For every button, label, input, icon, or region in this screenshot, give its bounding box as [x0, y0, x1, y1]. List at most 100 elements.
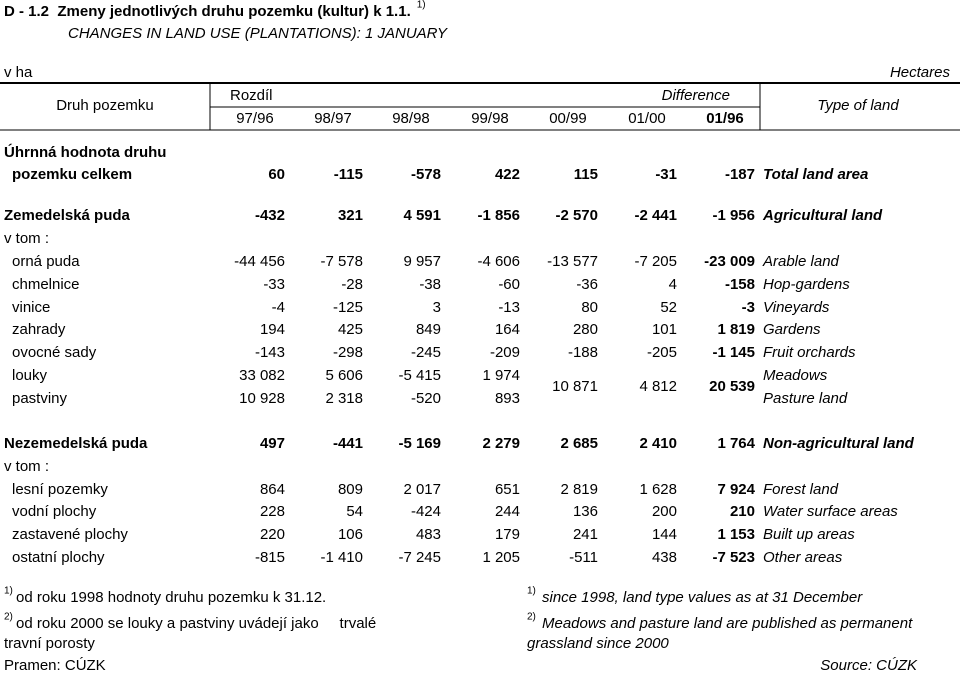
- period: 98/98: [392, 110, 430, 127]
- cell: -578: [411, 166, 441, 183]
- cell: 144: [652, 526, 677, 543]
- row-label: vodní plochy: [12, 503, 97, 520]
- cell: -143: [255, 344, 285, 361]
- row-label-en: Meadows: [763, 367, 828, 384]
- column-head: Druh pozemku: [56, 97, 154, 114]
- cell: 4 591: [403, 207, 441, 224]
- cell: 220: [260, 526, 285, 543]
- footnote-mark: 2): [527, 612, 536, 623]
- cell: -125: [333, 299, 363, 316]
- cell: 438: [652, 549, 677, 566]
- footnote: od roku 1998 hodnoty druhu pozemku k 31.…: [16, 589, 326, 606]
- cell: -38: [419, 276, 441, 293]
- cell: 1 205: [482, 549, 520, 566]
- cell: 52: [660, 299, 677, 316]
- cell: 809: [338, 481, 363, 498]
- cell: -2 441: [634, 207, 677, 224]
- cell: 115: [574, 166, 598, 183]
- cell: 228: [260, 503, 285, 520]
- cell: 2 017: [403, 481, 441, 498]
- footnote: Meadows and pasture land are published a…: [542, 615, 913, 632]
- row-label-en: Built up areas: [763, 526, 855, 543]
- cell: 1 628: [639, 481, 677, 498]
- cell: -5 415: [398, 367, 441, 384]
- row-label: pozemku celkem: [12, 166, 132, 183]
- column-head: Type of land: [817, 97, 899, 114]
- cell: -1 145: [712, 344, 755, 361]
- cell: -511: [569, 549, 598, 566]
- cell: -205: [647, 344, 677, 361]
- row-label-en: Non-agricultural land: [763, 435, 915, 452]
- column-head: Difference: [662, 87, 730, 104]
- cell: 425: [338, 321, 363, 338]
- row-label: pastviny: [12, 390, 68, 407]
- cell: -31: [655, 166, 677, 183]
- row-label: louky: [12, 367, 48, 384]
- source: Pramen: CÚZK: [4, 657, 106, 674]
- cell: 1 974: [482, 367, 520, 384]
- title-note: 1): [417, 0, 426, 11]
- cell: -298: [333, 344, 363, 361]
- row-label: lesní pozemky: [12, 481, 108, 498]
- cell: 2 685: [560, 435, 598, 452]
- row-label-en: Arable land: [762, 253, 840, 270]
- cell: -23 009: [704, 253, 755, 270]
- cell: 244: [495, 503, 520, 520]
- cell: 241: [573, 526, 598, 543]
- cell: 4 812: [639, 378, 677, 395]
- cell: 210: [730, 503, 755, 520]
- cell: 2 410: [639, 435, 677, 452]
- unit: Hectares: [890, 64, 951, 81]
- row-label-en: Forest land: [763, 481, 839, 498]
- row-label: zastavené plochy: [12, 526, 128, 543]
- cell: 136: [573, 503, 598, 520]
- title: D - 1.2 Zmeny jednotlivých druhu pozemku…: [4, 3, 411, 20]
- cell: -7 578: [320, 253, 363, 270]
- cell: 10 871: [552, 378, 598, 395]
- cell: 60: [268, 166, 285, 183]
- row-label-en: Water surface areas: [763, 503, 898, 520]
- cell: -13: [498, 299, 520, 316]
- cell: 200: [652, 503, 677, 520]
- cell: 1 819: [717, 321, 755, 338]
- cell: 101: [652, 321, 677, 338]
- cell: -36: [576, 276, 598, 293]
- row-label: Nezemedelská puda: [4, 435, 148, 452]
- cell: 80: [581, 299, 598, 316]
- row-label-en: Pasture land: [763, 390, 848, 407]
- row-label: ovocné sady: [12, 344, 97, 361]
- cell: 483: [416, 526, 441, 543]
- cell: -187: [725, 166, 755, 183]
- cell: 4: [669, 276, 677, 293]
- cell: 5 606: [325, 367, 363, 384]
- cell: 164: [495, 321, 520, 338]
- row-label-en: Agricultural land: [762, 207, 883, 224]
- cell: -520: [411, 390, 441, 407]
- row-label: v tom :: [4, 230, 49, 247]
- row-label: Úhrnná hodnota druhu: [4, 143, 166, 161]
- cell: -3: [742, 299, 755, 316]
- cell: -432: [255, 207, 285, 224]
- cell: 54: [346, 503, 363, 520]
- cell: -1 856: [477, 207, 520, 224]
- cell: 7 924: [717, 481, 755, 498]
- cell: -424: [411, 503, 441, 520]
- footnote: od roku 2000 se louky a pastviny uvádejí…: [16, 615, 376, 632]
- row-label: ostatní plochy: [12, 549, 105, 566]
- footnote: grassland since 2000: [527, 635, 669, 652]
- cell: -815: [255, 549, 285, 566]
- row-label: Zemedelská puda: [4, 207, 131, 224]
- cell: 2 279: [482, 435, 520, 452]
- cell: 179: [495, 526, 520, 543]
- period: 01/96: [706, 110, 744, 127]
- cell: -1 410: [320, 549, 363, 566]
- cell: -7 205: [634, 253, 677, 270]
- cell: 3: [433, 299, 441, 316]
- unit: v ha: [4, 64, 33, 81]
- row-label-en: Fruit orchards: [763, 344, 856, 361]
- cell: 893: [495, 390, 520, 407]
- cell: 864: [260, 481, 285, 498]
- cell: -4 606: [477, 253, 520, 270]
- cell: 280: [573, 321, 598, 338]
- footnote-mark: 1): [527, 586, 536, 597]
